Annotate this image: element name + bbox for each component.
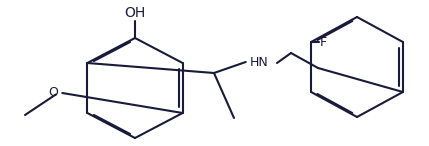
Text: O: O — [48, 86, 58, 100]
Text: F: F — [320, 35, 327, 48]
Text: HN: HN — [250, 55, 269, 68]
Text: OH: OH — [124, 6, 145, 20]
